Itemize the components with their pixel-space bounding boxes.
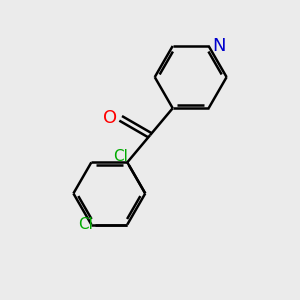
- Text: Cl: Cl: [79, 217, 93, 232]
- Text: O: O: [103, 109, 117, 127]
- Text: N: N: [212, 37, 226, 55]
- Text: Cl: Cl: [113, 149, 128, 164]
